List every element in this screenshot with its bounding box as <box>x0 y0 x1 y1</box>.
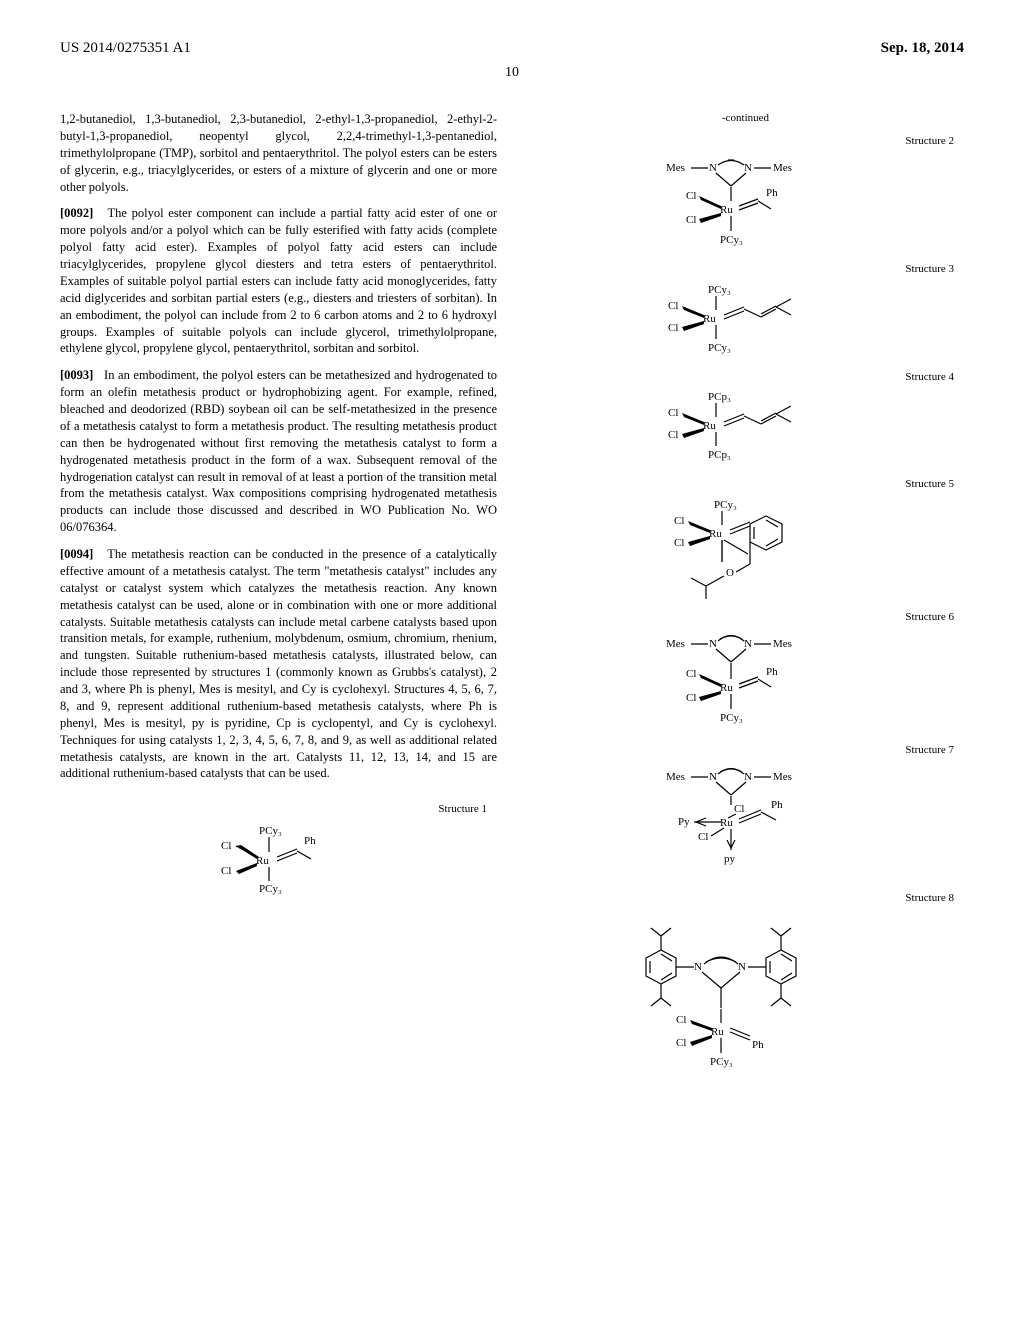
structure-6-label: Structure 6 <box>527 610 954 625</box>
publication-date: Sep. 18, 2014 <box>881 40 964 57</box>
structure-4-diagram: PCp₃ Cl Cl Ru <box>646 386 846 471</box>
structure-3-diagram: PCy₃ Cl Cl Ru <box>646 279 846 364</box>
svg-text:Mes: Mes <box>773 638 792 650</box>
svg-text:O: O <box>726 567 734 579</box>
svg-text:PCy₃: PCy₃ <box>708 284 731 296</box>
paragraph-0092: [0092] The polyol ester component can in… <box>60 205 497 357</box>
svg-text:Cl: Cl <box>674 515 684 527</box>
svg-text:Ru: Ru <box>703 420 716 432</box>
svg-text:Mes: Mes <box>666 162 685 174</box>
svg-text:N: N <box>709 638 717 650</box>
svg-text:Ph: Ph <box>771 799 783 811</box>
svg-text:Cl: Cl <box>698 831 708 843</box>
svg-text:Cl: Cl <box>686 668 696 680</box>
structure-8-block: Structure 8 <box>527 891 964 1078</box>
structure-7-label: Structure 7 <box>527 743 954 758</box>
structure-2-block: Structure 2 Mes N N Mes Ph Cl <box>527 134 964 256</box>
svg-text:Cl: Cl <box>668 300 678 312</box>
structure-7-block: Structure 7 Mes N N Mes Ph Py <box>527 743 964 885</box>
structure-7-diagram: Mes N N Mes Ph Py <box>636 760 856 885</box>
svg-text:Mes: Mes <box>773 771 792 783</box>
svg-text:Cl: Cl <box>221 865 231 877</box>
svg-text:PCy₃: PCy₃ <box>720 712 743 724</box>
svg-text:Ru: Ru <box>720 682 733 694</box>
svg-text:Mes: Mes <box>666 771 685 783</box>
svg-text:Ru: Ru <box>709 528 722 540</box>
structure-4-block: Structure 4 PCp₃ Cl Cl Ru <box>527 370 964 472</box>
svg-text:Ph: Ph <box>752 1039 764 1051</box>
svg-text:PCy₃: PCy₃ <box>710 1056 733 1068</box>
svg-text:Ru: Ru <box>711 1026 724 1038</box>
svg-text:Cl: Cl <box>676 1037 686 1049</box>
structure-5-block: Structure 5 PCy₃ Cl Cl Ru <box>527 477 964 604</box>
svg-text:Cl: Cl <box>668 429 678 441</box>
svg-text:Cl: Cl <box>686 214 696 226</box>
para-text-0094: The metathesis reaction can be conducted… <box>60 547 497 780</box>
svg-text:Mes: Mes <box>773 162 792 174</box>
para-num-0092: [0092] <box>60 206 93 220</box>
structure-6-diagram: Mes N N Mes Ph Cl Cl <box>636 627 856 737</box>
svg-text:Ph: Ph <box>304 835 316 847</box>
svg-text:N: N <box>744 771 752 783</box>
svg-text:Ru: Ru <box>256 855 269 867</box>
svg-text:Cl: Cl <box>686 190 696 202</box>
left-column: 1,2-butanediol, 1,3-butanediol, 2,3-buta… <box>60 111 497 1084</box>
page-number: 10 <box>60 65 964 81</box>
svg-text:Cl: Cl <box>668 407 678 419</box>
structure-5-diagram: PCy₃ Cl Cl Ru <box>646 494 846 604</box>
structure-3-block: Structure 3 PCy₃ Cl Cl Ru <box>527 262 964 364</box>
svg-text:Ru: Ru <box>720 817 733 829</box>
svg-text:PCp₃: PCp₃ <box>708 391 731 403</box>
svg-text:Cl: Cl <box>221 840 231 852</box>
svg-text:N: N <box>709 162 717 174</box>
page-header: US 2014/0275351 A1 Sep. 18, 2014 <box>60 40 964 57</box>
patent-number: US 2014/0275351 A1 <box>60 40 191 57</box>
svg-text:PCy₃: PCy₃ <box>259 825 282 837</box>
svg-text:Cl: Cl <box>668 322 678 334</box>
two-column-layout: 1,2-butanediol, 1,3-butanediol, 2,3-buta… <box>60 111 964 1084</box>
structure-2-label: Structure 2 <box>527 134 954 149</box>
svg-text:Ph: Ph <box>766 666 778 678</box>
svg-text:Ph: Ph <box>766 187 778 199</box>
structure-4-label: Structure 4 <box>527 370 954 385</box>
paragraph-0093: [0093] In an embodiment, the polyol este… <box>60 367 497 536</box>
svg-text:N: N <box>744 638 752 650</box>
svg-text:N: N <box>694 961 702 973</box>
svg-text:N: N <box>738 961 746 973</box>
svg-text:PCy₃: PCy₃ <box>720 234 743 246</box>
svg-text:Cl: Cl <box>674 537 684 549</box>
right-column: -continued Structure 2 Mes N N Mes <box>527 111 964 1084</box>
svg-text:N: N <box>744 162 752 174</box>
svg-text:PCy₃: PCy₃ <box>259 883 282 895</box>
svg-text:Ru: Ru <box>720 204 733 216</box>
structure-2-diagram: Mes N N Mes Ph Cl Cl <box>636 151 856 256</box>
structure-1-diagram: PCy₃ Ph Cl Cl Ru PCy₃ <box>189 819 369 899</box>
structure-6-block: Structure 6 Mes N N Mes Ph Cl <box>527 610 964 737</box>
svg-text:N: N <box>709 771 717 783</box>
intro-fragment: 1,2-butanediol, 1,3-butanediol, 2,3-buta… <box>60 111 497 195</box>
svg-text:PCy₃: PCy₃ <box>714 499 737 511</box>
svg-text:Cl: Cl <box>686 692 696 704</box>
para-num-0094: [0094] <box>60 547 93 561</box>
structure-5-label: Structure 5 <box>527 477 954 492</box>
svg-text:PCp₃: PCp₃ <box>708 449 731 461</box>
svg-text:Ru: Ru <box>703 313 716 325</box>
page-container: US 2014/0275351 A1 Sep. 18, 2014 10 1,2-… <box>0 0 1024 1320</box>
continued-label: -continued <box>527 111 964 126</box>
svg-text:Py: Py <box>678 816 690 828</box>
svg-text:PCy₃: PCy₃ <box>708 342 731 354</box>
svg-text:Cl: Cl <box>734 803 744 815</box>
structure-1-block: Structure 1 PCy₃ Ph Cl Cl Ru <box>60 802 497 899</box>
para-text-0093: In an embodiment, the polyol esters can … <box>60 368 497 534</box>
structure-1-label: Structure 1 <box>60 802 487 817</box>
svg-text:Cl: Cl <box>676 1014 686 1026</box>
svg-text:py: py <box>724 853 736 865</box>
svg-text:Mes: Mes <box>666 638 685 650</box>
para-num-0093: [0093] <box>60 368 93 382</box>
structure-3-label: Structure 3 <box>527 262 954 277</box>
paragraph-0094: [0094] The metathesis reaction can be co… <box>60 546 497 782</box>
structure-8-label: Structure 8 <box>527 891 954 906</box>
structure-8-diagram: N N <box>616 908 876 1078</box>
para-text-0092: The polyol ester component can include a… <box>60 206 497 355</box>
